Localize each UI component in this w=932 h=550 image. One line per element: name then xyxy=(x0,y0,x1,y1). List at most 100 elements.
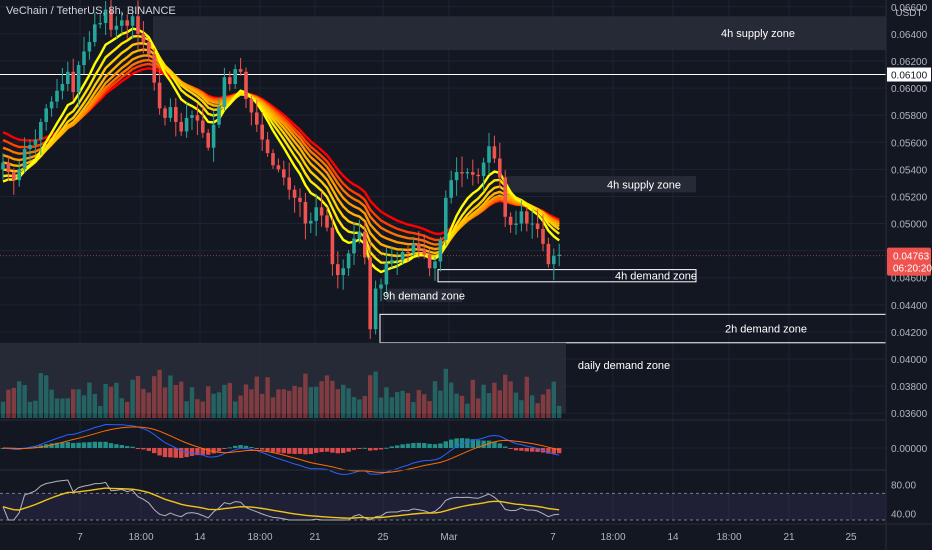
candle-body xyxy=(249,98,254,113)
macd-histogram-bar xyxy=(368,448,373,451)
macd-histogram-bar xyxy=(459,438,465,448)
macd-histogram-bar xyxy=(276,448,281,453)
candle-body xyxy=(282,169,286,178)
volume-bar xyxy=(141,388,146,418)
candle-body xyxy=(147,42,151,55)
volume-bar xyxy=(184,401,189,418)
zone-3 xyxy=(386,288,462,303)
candle-body xyxy=(136,16,140,34)
time-tick-label: 21 xyxy=(309,532,321,543)
highlight-price-box xyxy=(887,67,931,82)
volume-bar xyxy=(33,400,38,418)
volume-bar xyxy=(49,389,54,418)
candle-body xyxy=(411,243,416,254)
zone-labels: 4h supply zone 4h supply zone 4h demand zo… xyxy=(383,28,807,372)
volume-bar xyxy=(200,401,205,418)
macd-histogram-bar xyxy=(103,441,108,448)
macd-histogram-bar xyxy=(125,446,130,448)
time-tick-label: 14 xyxy=(667,532,679,543)
macd-histogram-bar xyxy=(341,448,346,453)
macd-histogram-bar xyxy=(346,448,351,452)
macd-histogram-bar xyxy=(492,441,497,448)
volume-bar xyxy=(206,386,211,418)
macd-histogram-bar xyxy=(438,443,443,448)
candle-body xyxy=(368,257,372,330)
macd-histogram-bar xyxy=(481,440,486,448)
macd-histogram-bar xyxy=(530,448,535,452)
macd-histogram-bar xyxy=(465,438,470,448)
volume-bar xyxy=(6,389,11,418)
volume-bar xyxy=(22,385,27,418)
zone-5 xyxy=(0,342,566,414)
macd-histogram-bar xyxy=(270,448,276,453)
candle-body xyxy=(449,180,453,198)
volume-bar xyxy=(373,371,378,418)
macd-histogram-bar xyxy=(227,447,232,449)
zone-1 xyxy=(505,176,696,193)
volume-bar xyxy=(405,393,411,418)
macd-histogram-bar xyxy=(38,445,43,448)
volume-bar xyxy=(400,390,405,418)
macd-histogram-bar xyxy=(141,448,146,450)
macd-histogram-bar xyxy=(422,443,427,448)
macd-line xyxy=(2,423,560,476)
candle-body xyxy=(168,107,173,118)
macd-histogram-bar xyxy=(49,443,54,448)
candle-body xyxy=(66,71,70,84)
volume-bar xyxy=(519,400,524,418)
candle-body xyxy=(433,261,437,269)
volume-bar xyxy=(351,397,357,418)
macd-histogram-bar xyxy=(503,446,508,448)
macd-histogram-bar xyxy=(265,448,270,451)
candle-body xyxy=(265,139,270,154)
volume-bar xyxy=(459,395,465,418)
price-tick-label: 0.03800 xyxy=(891,382,928,393)
macd-histogram-bar xyxy=(130,446,135,448)
macd-histogram-bar xyxy=(81,442,87,448)
macd-histogram-bar xyxy=(519,448,524,451)
volume-bar xyxy=(17,381,22,418)
volume-bar xyxy=(438,390,443,418)
macd-histogram-bar xyxy=(238,445,243,448)
macd-histogram-bar xyxy=(308,448,313,455)
price-tick-label: 0.05000 xyxy=(891,220,928,231)
macd-histogram-bar xyxy=(335,448,340,454)
macd-histogram-bar xyxy=(384,447,389,449)
volume-bar xyxy=(427,401,432,418)
volume-bar xyxy=(481,384,486,418)
ema-line-14 xyxy=(2,42,560,258)
volume-bar xyxy=(146,392,151,418)
candle-body xyxy=(476,174,480,177)
volume-bar xyxy=(103,383,108,418)
candle-body xyxy=(422,249,426,255)
candle-body xyxy=(276,165,281,170)
price-tick-label: 0.04600 xyxy=(891,274,928,285)
time-tick-label: 25 xyxy=(377,532,389,543)
macd-histogram-bar xyxy=(60,442,65,448)
volume-bar xyxy=(130,379,135,418)
volume-bar xyxy=(65,398,70,418)
time-tick-label: 18:00 xyxy=(247,532,272,543)
candle-body xyxy=(255,112,259,125)
macd-histogram-bar xyxy=(470,439,475,448)
macd-histogram-bar xyxy=(378,448,384,450)
zone-0 xyxy=(153,16,886,51)
macd-histogram-bar xyxy=(432,444,438,448)
macd-histogram-bar xyxy=(405,443,411,448)
macd-pane xyxy=(0,423,886,476)
candle-body xyxy=(395,260,399,262)
macd-histogram-bar xyxy=(173,448,178,458)
macd-histogram-bar xyxy=(449,439,454,448)
candle-body xyxy=(519,211,524,224)
time-tick-label: 18:00 xyxy=(716,532,741,543)
candle-body xyxy=(103,9,108,24)
volume-bar xyxy=(189,387,195,418)
volume-bar xyxy=(216,392,222,418)
candle-body xyxy=(508,216,513,225)
candle-body xyxy=(341,268,345,276)
volume-bar xyxy=(324,375,330,418)
macd-histogram-bar xyxy=(400,444,405,448)
candle-body xyxy=(238,69,243,72)
volume-bar xyxy=(557,405,562,418)
